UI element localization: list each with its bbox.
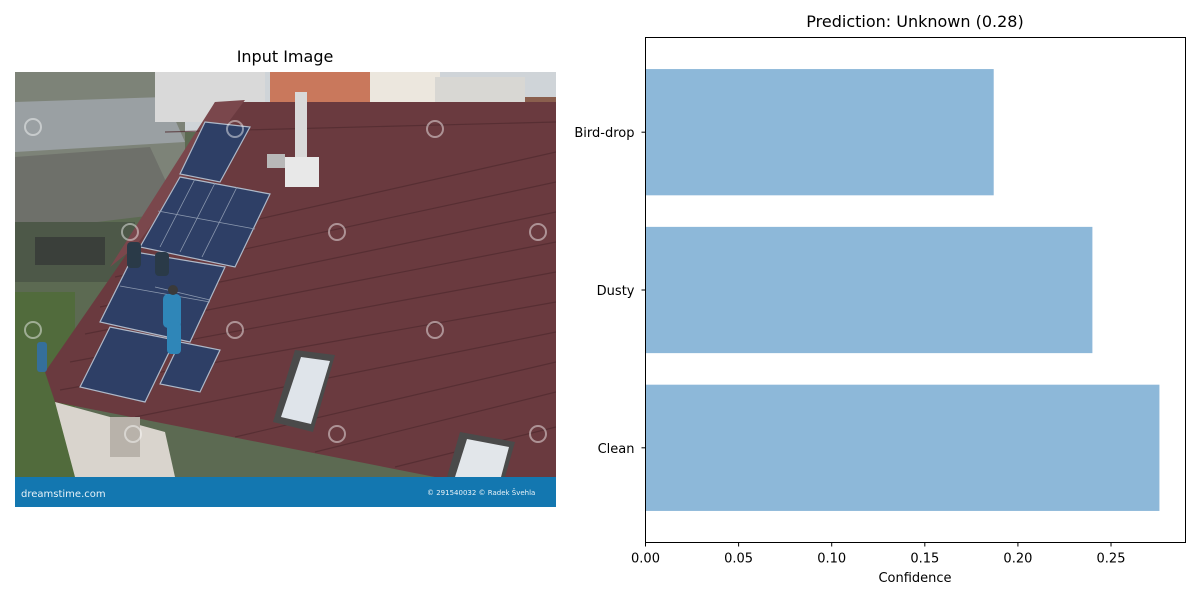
y-tick-label: Bird-drop [574, 126, 634, 141]
x-tick-label: 0.10 [817, 552, 846, 567]
x-tick-label: 0.00 [631, 552, 660, 567]
input-image: dreamstime.com © 291540032 © Radek Švehl… [15, 72, 556, 507]
watermark-left-text: dreamstime.com [21, 489, 106, 500]
x-tick-label: 0.25 [1097, 552, 1126, 567]
bar-bird-drop [645, 69, 994, 196]
y-tick-label: Clean [598, 442, 635, 457]
chart-title: Prediction: Unknown (0.28) [806, 12, 1024, 31]
watermark-right-text: © 291540032 © Radek Švehla [427, 488, 535, 497]
bar-clean [645, 384, 1160, 511]
y-tick-label: Dusty [597, 284, 635, 299]
x-axis-label: Confidence [878, 571, 951, 586]
x-tick-label: 0.05 [724, 552, 753, 567]
bars-group [645, 69, 1160, 511]
x-tick-label: 0.20 [1003, 552, 1032, 567]
y-axis-ticks: Clean Dusty Bird-drop [574, 126, 646, 457]
bar-dusty [645, 226, 1093, 354]
x-axis-ticks: 0.00 0.05 0.10 0.15 0.20 0.25 [631, 542, 1126, 567]
x-tick-label: 0.15 [910, 552, 939, 567]
image-panel-title: Input Image [236, 47, 334, 66]
